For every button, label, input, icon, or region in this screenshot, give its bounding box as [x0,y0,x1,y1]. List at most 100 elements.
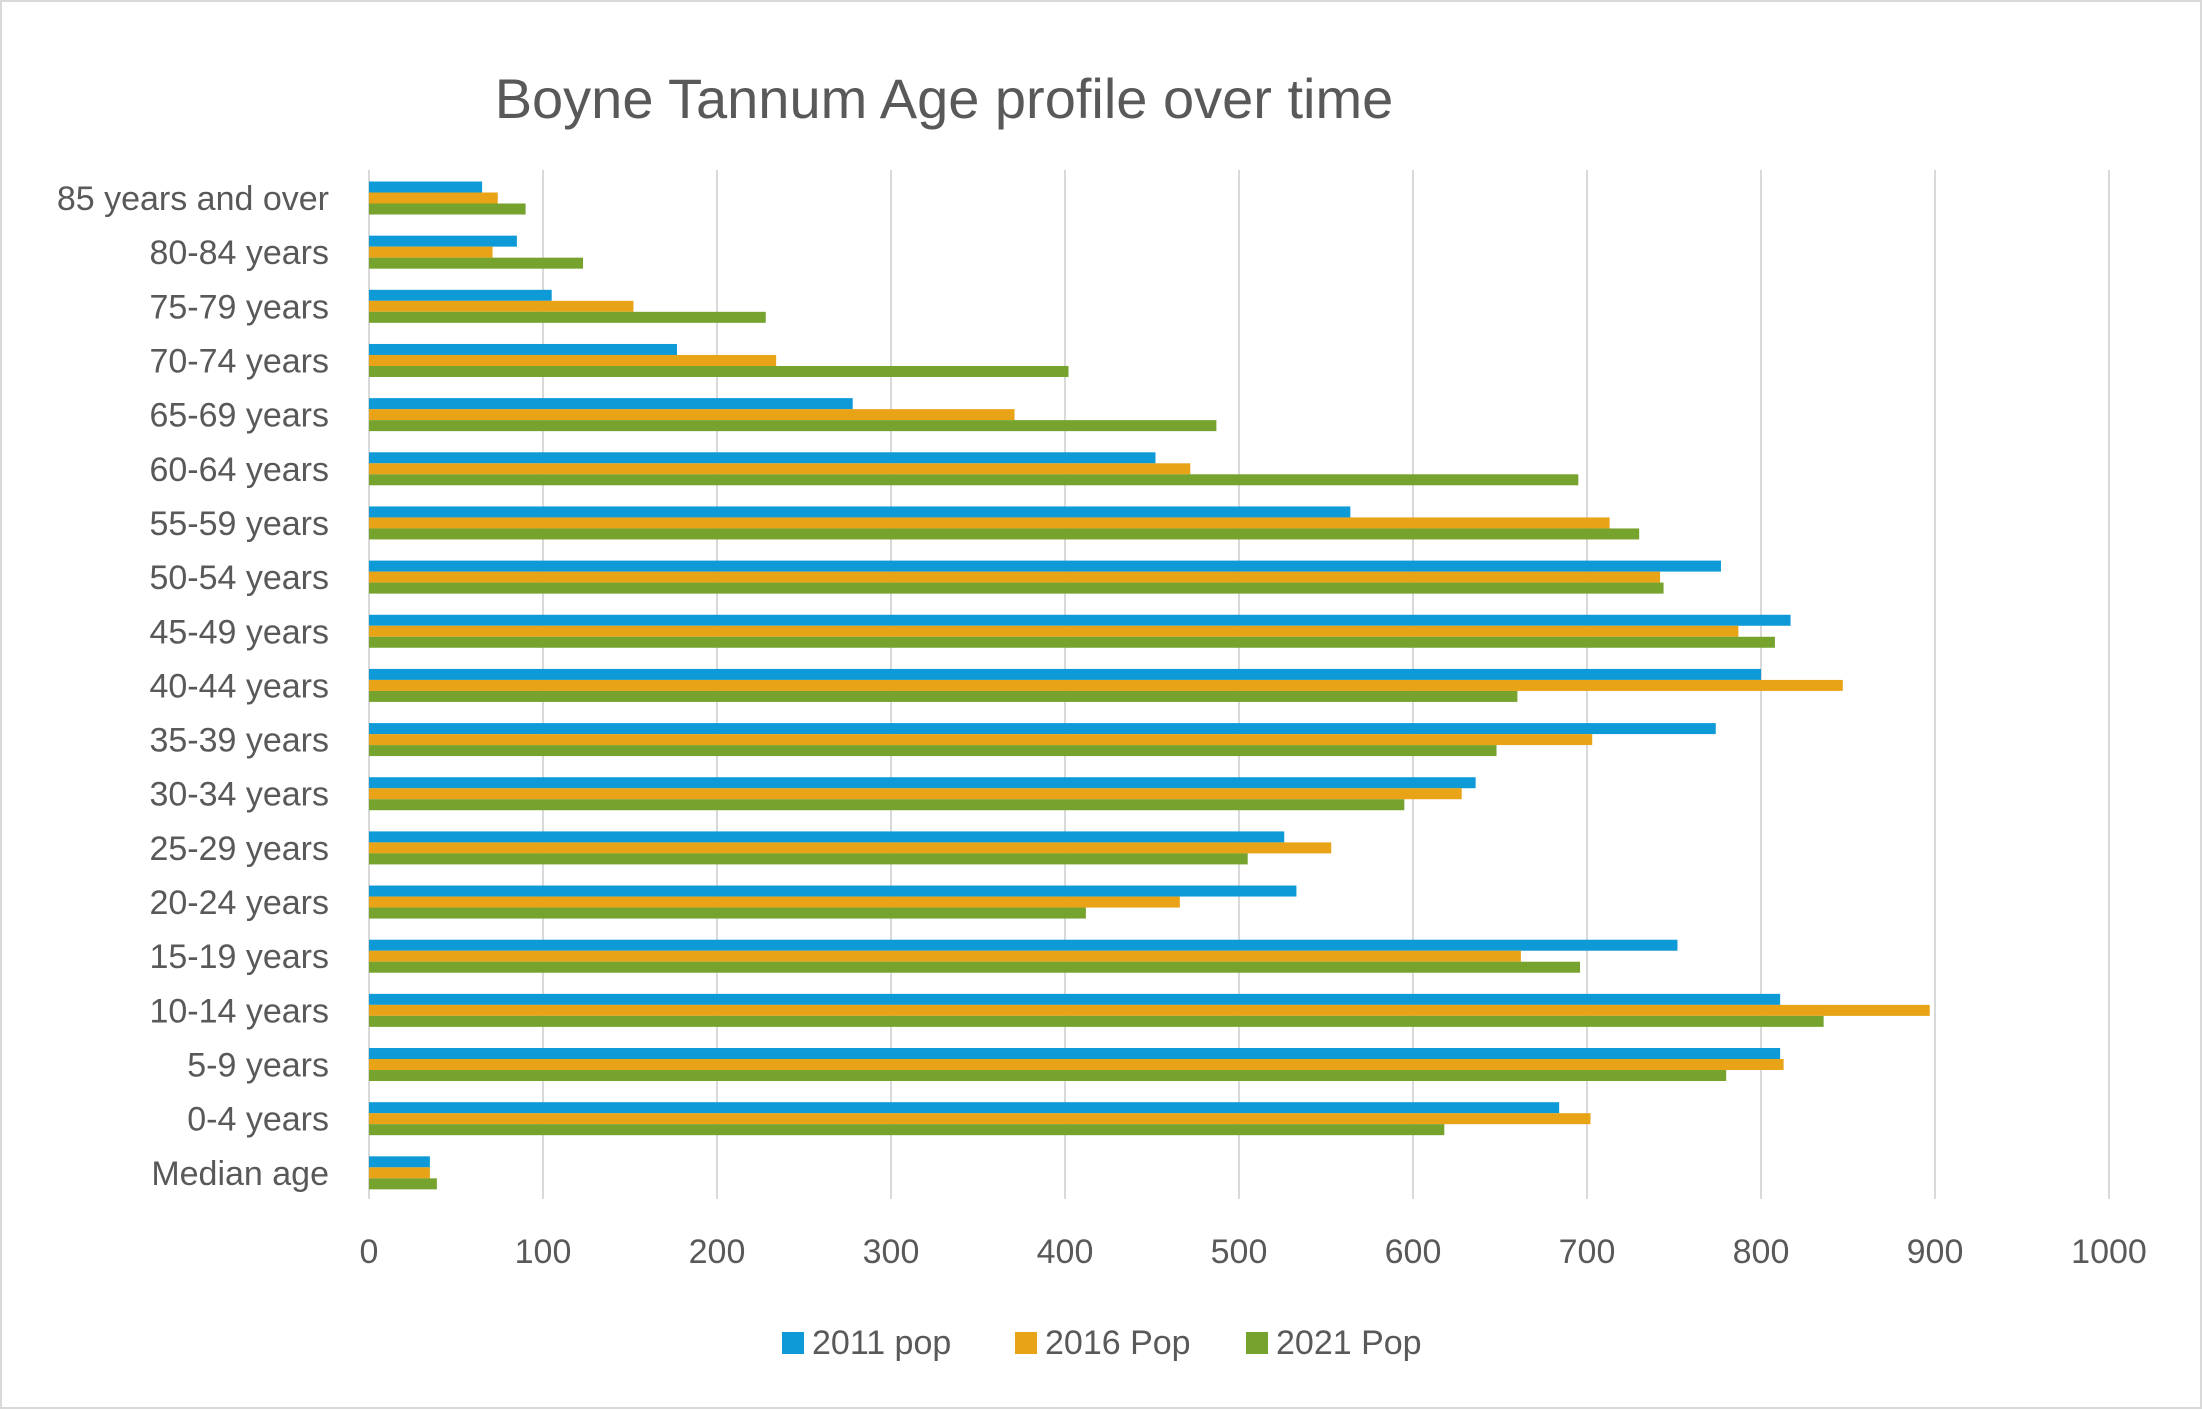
bar-2011-pop-18 [369,1156,430,1168]
bar-2021-pop-3 [369,365,1069,377]
bar-2011-pop-11 [369,777,1476,789]
bar-2011-pop-1 [369,235,517,247]
category-label-10: 35-39 years [149,722,329,760]
bar-2016-pop-4 [369,409,1015,421]
bar-2016-pop-15 [369,1004,1930,1016]
category-label-3: 70-74 years [149,342,329,380]
bar-2021-pop-2 [369,311,766,323]
bar-2011-pop-14 [369,939,1678,951]
category-label-11: 30-34 years [149,776,329,814]
category-label-12: 25-29 years [149,830,329,868]
category-labels: 85 years and over 80-84 years 75-79 years 7… [57,180,329,1193]
bar-2016-pop-12 [369,842,1332,854]
bar-2016-pop-11 [369,788,1462,800]
bar-2011-pop-13 [369,885,1297,897]
bar-2021-pop-17 [369,1124,1445,1136]
bar-2016-pop-18 [369,1167,430,1179]
bar-2011-pop-9 [369,668,1761,680]
legend-label-2: 2021 Pop [1276,1324,1422,1362]
bar-2016-pop-3 [369,354,777,366]
x-tick-label-0: 0 [360,1233,379,1271]
bar-2016-pop-9 [369,679,1843,691]
category-label-1: 80-84 years [149,234,329,272]
bar-2011-pop-10 [369,723,1716,735]
legend: 2011 pop 2016 Pop 2021 Pop [782,1324,1422,1362]
bar-2011-pop-0 [369,181,483,193]
bar-2011-pop-15 [369,993,1781,1005]
bar-2021-pop-12 [369,853,1248,865]
category-label-0: 85 years and over [57,180,329,218]
bar-2021-pop-4 [369,420,1217,432]
category-label-4: 65-69 years [149,397,329,435]
bar-2016-pop-0 [369,192,498,204]
bar-2011-pop-3 [369,343,677,355]
bar-2016-pop-17 [369,1113,1591,1125]
bar-2016-pop-10 [369,734,1593,746]
bar-2021-pop-1 [369,257,584,269]
x-tick-label-600: 600 [1385,1233,1442,1271]
bar-2021-pop-15 [369,1015,1824,1027]
legend-swatch-0 [782,1332,804,1354]
category-label-7: 50-54 years [149,559,329,597]
category-label-14: 15-19 years [149,938,329,976]
x-tick-label-700: 700 [1559,1233,1616,1271]
bar-2021-pop-14 [369,961,1581,973]
x-tick-label-800: 800 [1733,1233,1790,1271]
bar-2016-pop-14 [369,950,1521,962]
bar-2016-pop-6 [369,517,1610,529]
category-label-16: 5-9 years [187,1047,329,1085]
x-tick-label-300: 300 [863,1233,920,1271]
bar-2011-pop-7 [369,560,1721,572]
bar-2011-pop-6 [369,506,1351,518]
x-tick-label-200: 200 [689,1233,746,1271]
legend-label-1: 2016 Pop [1045,1324,1191,1362]
category-label-13: 20-24 years [149,884,329,922]
category-label-5: 60-64 years [149,451,329,489]
bar-2021-pop-16 [369,1070,1727,1082]
category-label-15: 10-14 years [149,992,329,1030]
bar-2016-pop-13 [369,896,1180,908]
bar-2011-pop-12 [369,831,1285,843]
bar-2021-pop-10 [369,745,1497,757]
chart-title: Boyne Tannum Age profile over time [495,67,1394,130]
bar-2021-pop-7 [369,582,1664,594]
category-label-6: 55-59 years [149,505,329,543]
category-label-8: 45-49 years [149,613,329,651]
category-label-18: Median age [151,1155,329,1193]
category-label-17: 0-4 years [187,1101,329,1139]
bar-2021-pop-0 [369,203,526,215]
bar-2011-pop-2 [369,289,552,301]
bar-2011-pop-4 [369,398,853,410]
x-tick-labels: 0 100 200 300 400 500 600 700 800 900 1000 [360,1233,2147,1271]
bar-2016-pop-7 [369,571,1661,583]
x-tick-label-1000: 1000 [2071,1233,2147,1271]
bar-2021-pop-5 [369,474,1579,486]
bar-2021-pop-11 [369,799,1405,811]
bar-2016-pop-5 [369,463,1191,475]
bar-2016-pop-16 [369,1059,1784,1071]
x-tick-label-900: 900 [1907,1233,1964,1271]
bar-2011-pop-8 [369,614,1791,626]
bar-2021-pop-18 [369,1178,437,1190]
x-tick-label-400: 400 [1037,1233,1094,1271]
bar-2016-pop-2 [369,300,634,312]
bar-2016-pop-1 [369,246,493,258]
bars [369,181,1930,1190]
bar-2021-pop-8 [369,636,1775,648]
bar-2021-pop-9 [369,690,1518,702]
bar-2021-pop-6 [369,528,1640,540]
category-label-9: 40-44 years [149,667,329,705]
legend-swatch-1 [1015,1332,1037,1354]
bar-2016-pop-8 [369,625,1739,637]
x-tick-label-100: 100 [515,1233,572,1271]
bar-2011-pop-5 [369,452,1156,464]
x-tick-label-500: 500 [1211,1233,1268,1271]
bar-2011-pop-17 [369,1102,1560,1114]
bar-2021-pop-13 [369,907,1086,919]
legend-label-0: 2011 pop [812,1324,951,1362]
legend-swatch-2 [1246,1332,1268,1354]
category-label-2: 75-79 years [149,288,329,326]
bar-2011-pop-16 [369,1048,1781,1060]
